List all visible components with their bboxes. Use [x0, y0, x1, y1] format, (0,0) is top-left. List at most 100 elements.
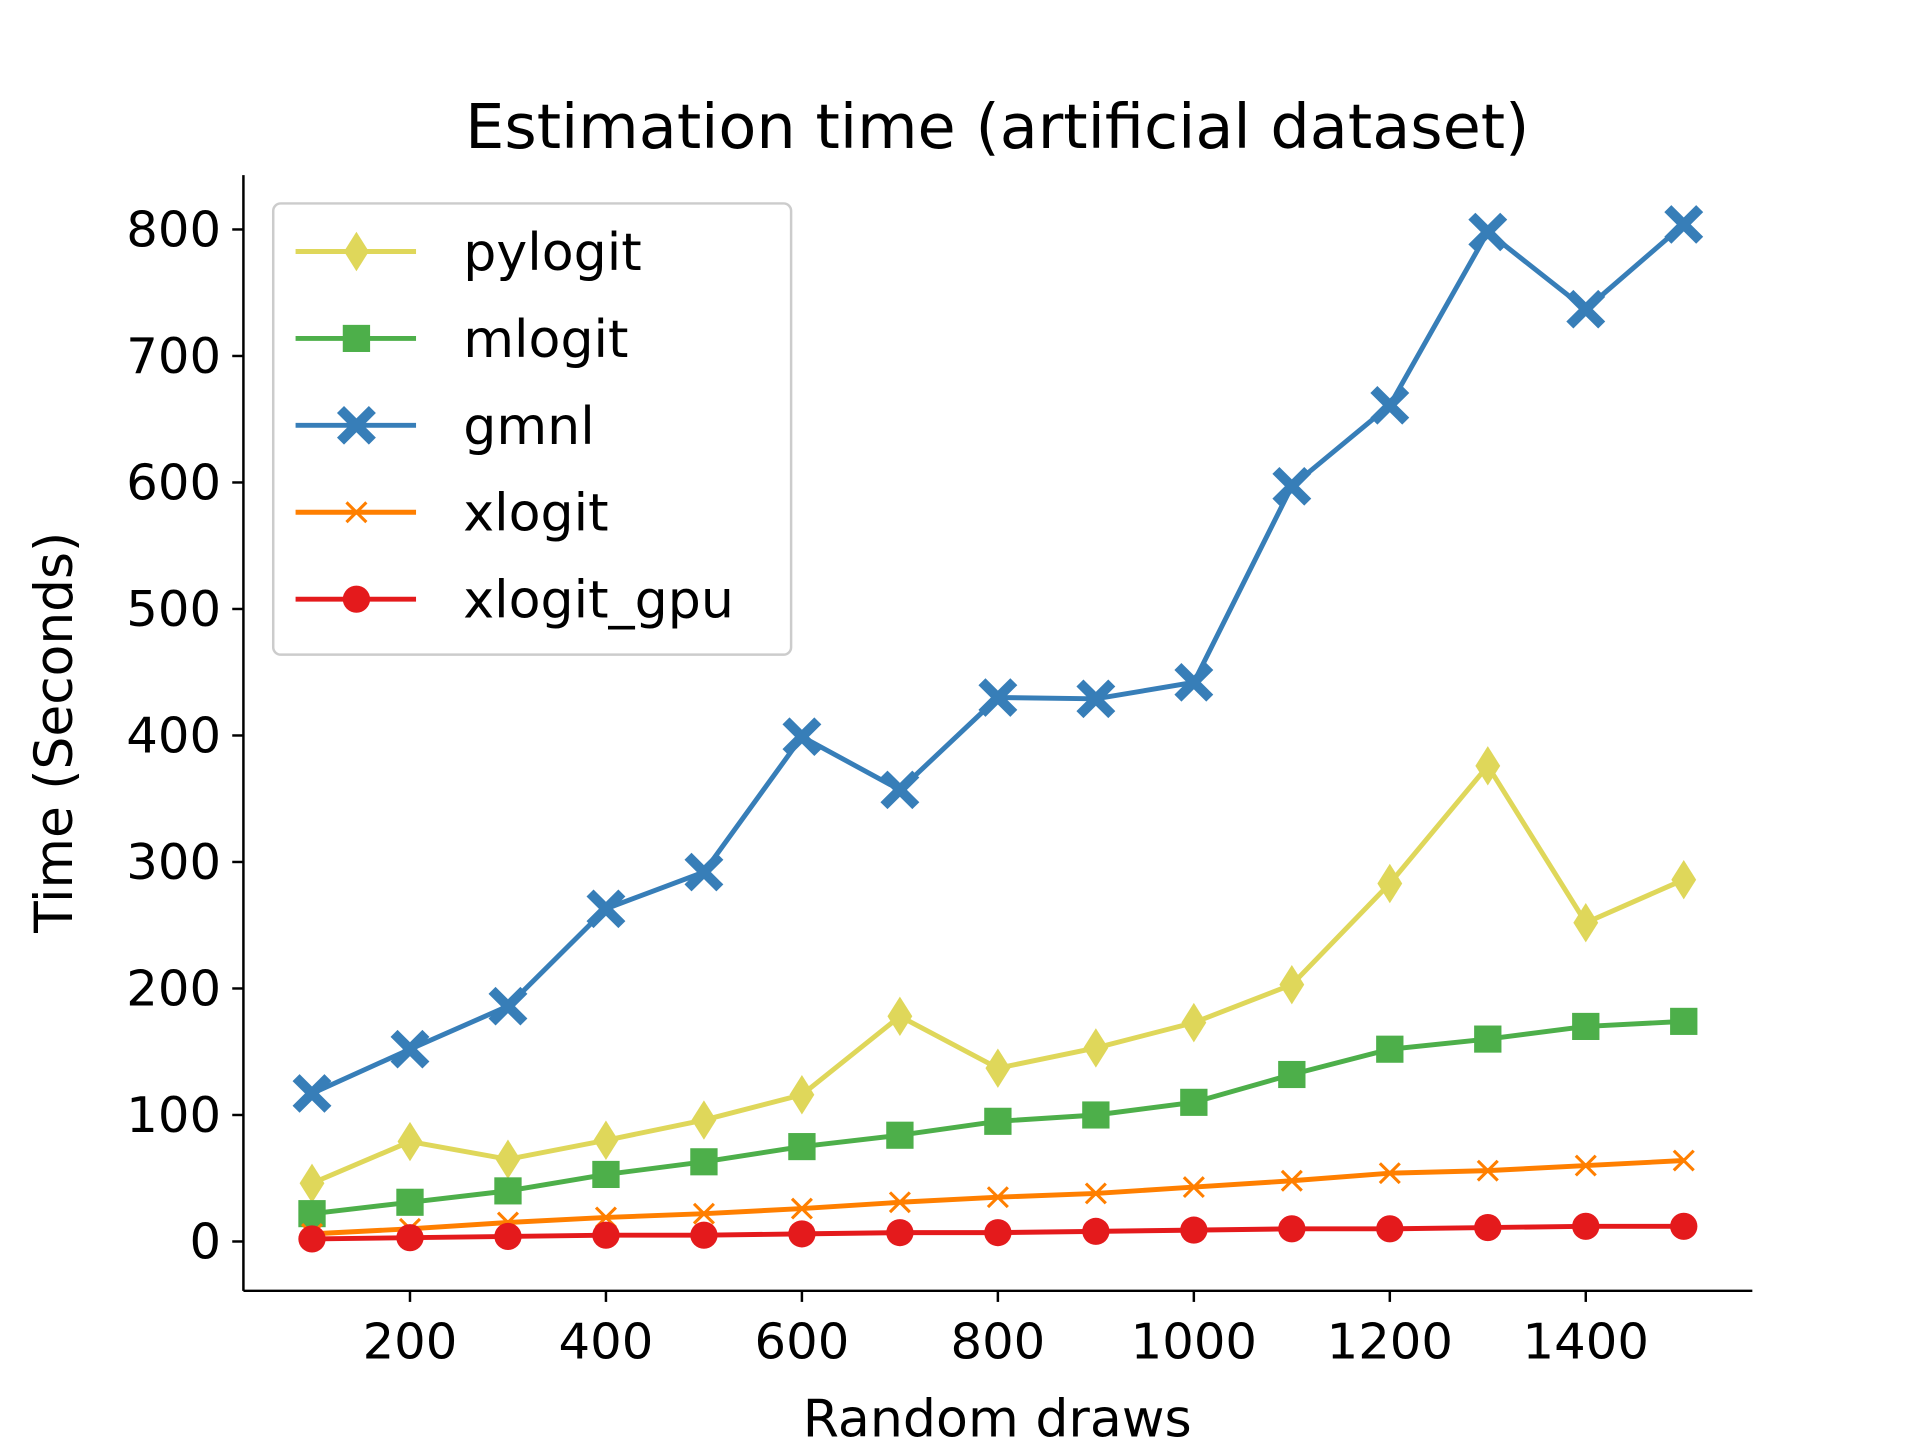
- y-tick-label: 500: [126, 580, 221, 638]
- legend-box: [271, 202, 793, 656]
- x-tick-label: 800: [950, 1313, 1045, 1371]
- data-point-mlogit: [886, 1121, 914, 1149]
- data-point-xlogit_gpu: [298, 1225, 326, 1253]
- data-point-gmnl: [292, 1074, 332, 1113]
- data-point-xlogit_gpu: [1376, 1215, 1404, 1243]
- data-point-gmnl: [1468, 212, 1508, 252]
- data-point-xlogit_gpu: [886, 1219, 914, 1247]
- legend: pylogit mlogit gmnl xlogit xlogit_gpu: [271, 202, 793, 656]
- data-point-pylogit: [1083, 1028, 1109, 1068]
- data-point-xlogit_gpu: [788, 1220, 816, 1248]
- x-tick-label: 1000: [1131, 1313, 1257, 1371]
- data-point-xlogit: [790, 1197, 813, 1220]
- data-point-xlogit: [1378, 1162, 1401, 1185]
- data-point-xlogit_gpu: [690, 1221, 718, 1249]
- y-tick-label: 800: [126, 201, 221, 259]
- data-point-gmnl: [1174, 663, 1214, 702]
- data-point-gmnl: [1370, 386, 1410, 425]
- data-point-mlogit: [788, 1133, 816, 1161]
- data-point-pylogit: [789, 1075, 815, 1115]
- data-point-gmnl: [1076, 679, 1116, 719]
- y-tick-label: 400: [126, 707, 221, 765]
- y-tick-label: 700: [126, 327, 221, 385]
- data-point-mlogit: [1082, 1101, 1110, 1129]
- legend-marker-gmnl: [336, 406, 376, 445]
- data-point-mlogit: [494, 1177, 522, 1205]
- data-point-xlogit: [1084, 1182, 1107, 1205]
- data-point-xlogit_gpu: [1572, 1212, 1600, 1240]
- data-point-xlogit_gpu: [1670, 1212, 1698, 1240]
- series-gmnl: [292, 205, 1704, 1113]
- legend-label-gmnl: gmnl: [463, 397, 594, 457]
- data-point-xlogit: [1574, 1154, 1597, 1177]
- data-point-xlogit_gpu: [1278, 1215, 1306, 1243]
- y-tick-label: 600: [126, 454, 221, 512]
- data-point-pylogit: [397, 1121, 423, 1162]
- data-point-gmnl: [1566, 289, 1606, 329]
- data-point-pylogit: [1377, 863, 1403, 904]
- data-point-xlogit_gpu: [592, 1221, 620, 1249]
- data-point-pylogit: [593, 1120, 619, 1161]
- legend-label-pylogit: pylogit: [463, 223, 641, 283]
- legend-marker-xlogit_gpu: [342, 585, 371, 613]
- y-tick-label: 200: [126, 960, 221, 1018]
- data-point-pylogit: [299, 1163, 325, 1204]
- y-axis-label: Time (Seconds): [25, 532, 85, 934]
- data-point-xlogit: [1280, 1169, 1303, 1192]
- data-point-pylogit: [887, 996, 913, 1037]
- data-point-gmnl: [1272, 466, 1312, 506]
- data-point-pylogit: [985, 1048, 1011, 1088]
- legend-label-xlogit: xlogit: [463, 484, 608, 544]
- data-point-pylogit: [1573, 902, 1599, 943]
- series-xlogit_gpu: [298, 1212, 1698, 1253]
- data-point-xlogit: [1182, 1176, 1205, 1199]
- data-point-mlogit: [1180, 1088, 1208, 1116]
- data-point-pylogit: [1181, 1002, 1207, 1043]
- data-point-gmnl: [880, 770, 920, 810]
- data-point-xlogit_gpu: [1082, 1217, 1110, 1245]
- data-point-mlogit: [1474, 1025, 1502, 1053]
- data-point-gmnl: [390, 1029, 430, 1069]
- data-point-xlogit: [692, 1202, 715, 1225]
- x-tick-label: 1200: [1327, 1313, 1453, 1371]
- legend-marker-mlogit: [342, 324, 371, 352]
- data-point-mlogit: [1278, 1060, 1306, 1089]
- data-point-mlogit: [1376, 1035, 1404, 1063]
- data-point-pylogit: [691, 1100, 717, 1140]
- data-point-mlogit: [690, 1148, 718, 1176]
- chart-title: Estimation time (artificial dataset): [465, 91, 1529, 163]
- series-mlogit: [298, 1007, 1698, 1228]
- data-point-gmnl: [782, 717, 822, 757]
- data-point-gmnl: [684, 852, 724, 892]
- legend-label-mlogit: mlogit: [463, 310, 628, 370]
- x-tick-label: 600: [755, 1313, 850, 1371]
- data-point-xlogit: [888, 1191, 911, 1214]
- data-point-mlogit: [1572, 1012, 1600, 1040]
- series-pylogit: [299, 746, 1697, 1204]
- data-point-mlogit: [298, 1200, 326, 1228]
- data-point-xlogit: [1672, 1149, 1695, 1172]
- x-tick-label: 400: [559, 1313, 654, 1371]
- x-axis-label: Random draws: [803, 1389, 1192, 1440]
- data-point-mlogit: [1670, 1007, 1698, 1035]
- data-point-xlogit_gpu: [396, 1224, 424, 1252]
- legend-label-xlogit_gpu: xlogit_gpu: [463, 571, 734, 631]
- y-tick-label: 300: [126, 833, 221, 891]
- data-point-gmnl: [488, 986, 528, 1026]
- data-point-xlogit_gpu: [1474, 1214, 1502, 1242]
- data-point-gmnl: [586, 889, 626, 929]
- data-point-xlogit_gpu: [494, 1222, 522, 1250]
- data-point-xlogit: [986, 1186, 1009, 1209]
- data-point-pylogit: [1475, 746, 1501, 786]
- legend-marker-xlogit: [345, 501, 368, 524]
- data-point-pylogit: [1279, 964, 1305, 1005]
- data-point-gmnl: [1664, 205, 1704, 244]
- data-point-xlogit_gpu: [1180, 1216, 1208, 1244]
- data-point-pylogit: [1671, 859, 1697, 900]
- series-group: [292, 205, 1704, 1253]
- x-tick-label: 200: [363, 1313, 458, 1371]
- y-tick-label: 100: [126, 1086, 221, 1144]
- data-point-gmnl: [978, 678, 1018, 717]
- data-point-mlogit: [592, 1160, 620, 1189]
